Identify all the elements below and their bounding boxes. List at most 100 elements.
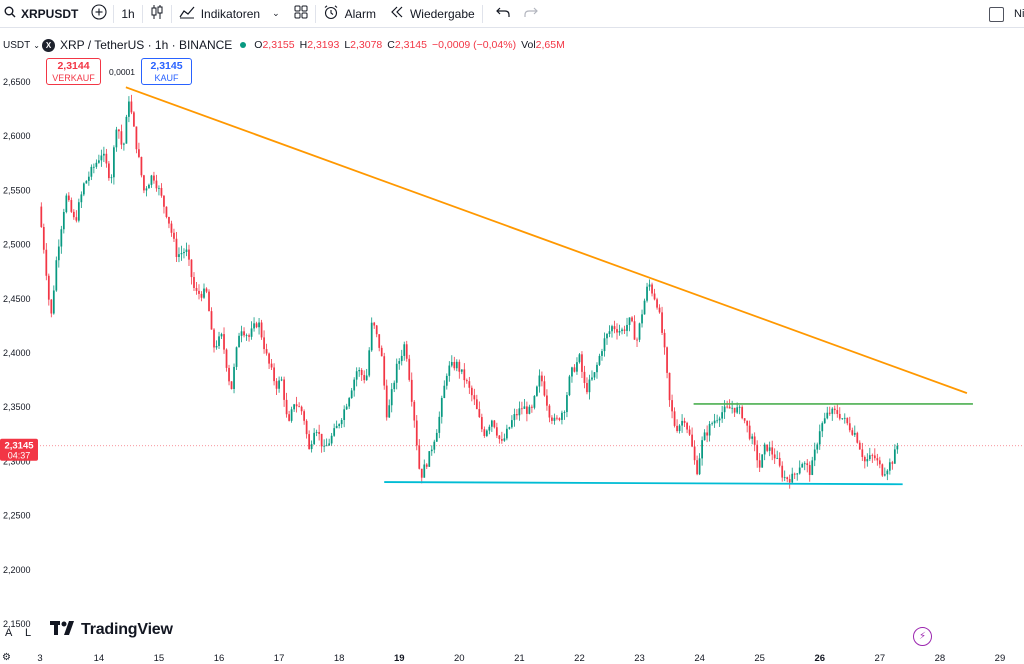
candle-body [808, 465, 811, 475]
candle-body [47, 275, 50, 300]
candle-body [225, 349, 228, 368]
lightning-icon[interactable]: ⚡ [913, 627, 932, 646]
candle-body [510, 420, 513, 428]
candle-body [373, 322, 376, 326]
candle-body [290, 409, 293, 421]
candle-body [583, 371, 586, 383]
auto-scale-button[interactable]: A [5, 627, 13, 639]
candle-body [528, 406, 531, 414]
x-tick-label: 25 [754, 653, 765, 664]
x-tick-label: 15 [154, 653, 165, 664]
candle-body [97, 160, 100, 163]
candle-body [641, 314, 643, 324]
tradingview-logo[interactable]: TradingView [50, 620, 173, 640]
candle-body [390, 389, 393, 406]
volume-value: 2,65M [535, 39, 565, 51]
candle-body [531, 406, 533, 408]
candle-body [240, 331, 243, 336]
candle-body [833, 408, 836, 411]
candle-body [120, 131, 123, 145]
alert-label: Alarm [344, 6, 376, 21]
y-tick-label: 2,3000 [3, 456, 31, 466]
candle-body [733, 407, 736, 413]
candle-body [135, 126, 138, 150]
candle-body [866, 459, 869, 462]
undo-button[interactable] [489, 0, 517, 28]
alert-button[interactable]: Alarm [316, 0, 383, 28]
candle-body [185, 249, 188, 252]
candle-body [788, 479, 791, 483]
candle-body [571, 367, 573, 377]
candle-body [160, 187, 163, 196]
indicators-button[interactable]: Indikatoren ⌄ [172, 0, 287, 28]
chart-type-button[interactable] [143, 0, 171, 28]
candle-body [57, 246, 60, 261]
x-tick-label: 17 [274, 653, 285, 664]
candle-body [258, 322, 260, 328]
candle-body [95, 162, 98, 167]
redo-button[interactable] [517, 0, 545, 28]
candle-body [881, 464, 884, 476]
candle-body [238, 335, 240, 348]
close-key: C [387, 39, 395, 51]
candle-body [368, 350, 371, 376]
buy-button[interactable]: 2,3145 KAUF [141, 58, 192, 85]
gear-icon[interactable]: ⚙ [2, 652, 11, 663]
candle-body [573, 367, 576, 372]
grid-icon [294, 5, 308, 22]
candle-body [100, 155, 103, 161]
currency-selector[interactable]: USDT ⌄ [0, 40, 42, 51]
candle-body [410, 379, 413, 402]
log-scale-button[interactable]: L [25, 627, 32, 639]
y-tick-label: 2,4000 [3, 348, 31, 358]
candle-body [801, 464, 804, 468]
candle-body [813, 449, 816, 461]
open-key: O [254, 39, 263, 51]
toolbar-checkbox[interactable] [989, 6, 1004, 22]
replay-button[interactable]: Wiedergabe [383, 0, 482, 28]
candle-body [591, 377, 593, 380]
candle-body [708, 423, 711, 436]
candle-body [581, 354, 583, 372]
candle-body [721, 412, 724, 419]
candle-body [673, 411, 676, 426]
candle-body [676, 425, 678, 432]
candle-body [420, 468, 423, 478]
candle-body [325, 445, 328, 447]
candle-body [886, 470, 889, 475]
toolbar-divider [170, 4, 172, 23]
candle-body [858, 442, 861, 450]
candle-body [70, 200, 73, 212]
candle-body [643, 300, 646, 315]
candle-body [348, 398, 351, 407]
sell-button[interactable]: 2,3144 VERKAUF [46, 58, 101, 85]
candle-body [330, 435, 333, 444]
plus-circle-icon [91, 4, 107, 23]
candle-body [826, 412, 829, 419]
candle-body [806, 463, 809, 466]
candle-body [285, 399, 288, 415]
compare-symbol-button[interactable] [85, 0, 113, 28]
candle-body [821, 423, 824, 432]
rewind-icon [390, 6, 404, 21]
candle-body [623, 329, 626, 331]
x-tick-label: 22 [574, 653, 585, 664]
candle-body [871, 455, 874, 457]
candle-body [873, 455, 876, 459]
candle-body [523, 406, 526, 409]
candle-body [138, 149, 140, 157]
candle-body [278, 380, 280, 389]
candle-body [656, 299, 658, 308]
symbol-title[interactable]: XRP / TetherUS · 1h · BINANCE [60, 38, 233, 52]
candle-body [485, 430, 488, 436]
sell-label: VERKAUF [52, 73, 95, 83]
symbol-search-button[interactable]: XRPUSDT [0, 0, 85, 28]
candle-body [208, 291, 210, 312]
layouts-button[interactable] [287, 0, 315, 28]
candle-body [498, 435, 501, 440]
chevron-down-icon: ⌄ [33, 40, 40, 50]
interval-button[interactable]: 1h [114, 0, 141, 28]
candle-body [383, 356, 386, 386]
candle-body [60, 229, 63, 247]
